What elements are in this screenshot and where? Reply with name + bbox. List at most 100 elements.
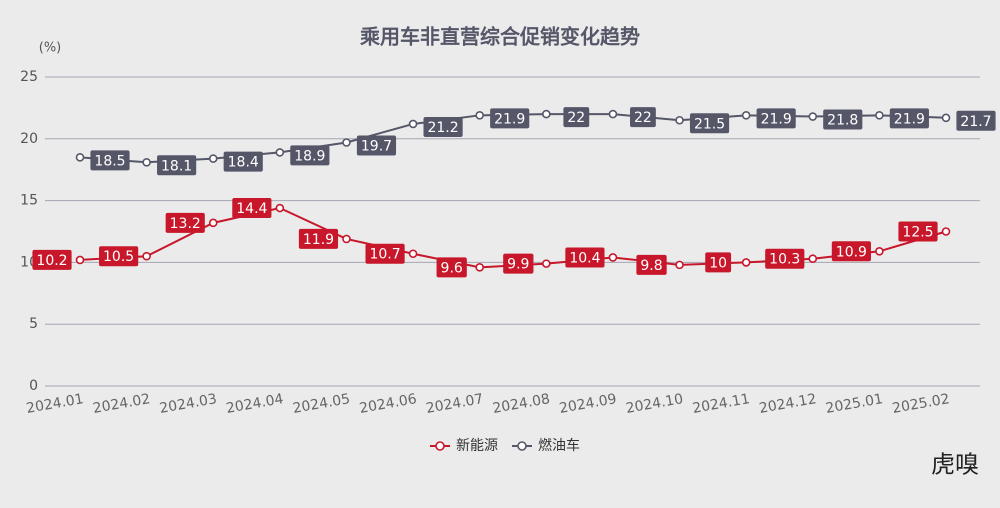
point bbox=[608, 109, 618, 119]
value-label: 21.9 bbox=[756, 108, 796, 129]
point bbox=[408, 249, 418, 259]
value-label: 21.9 bbox=[490, 108, 530, 129]
point bbox=[741, 111, 751, 120]
value-label-text: 21.9 bbox=[894, 111, 925, 127]
value-label-text: 18.9 bbox=[294, 148, 325, 164]
y-tick-label: 25 bbox=[20, 69, 38, 85]
watermark: 虎嗅 bbox=[931, 451, 979, 479]
value-label-text: 10.2 bbox=[36, 253, 67, 269]
value-label: 22 bbox=[630, 107, 656, 128]
value-label-text: 12.5 bbox=[902, 225, 933, 241]
y-tick-label: 20 bbox=[20, 131, 38, 147]
value-label-box bbox=[290, 145, 330, 166]
point bbox=[875, 246, 884, 256]
value-label-box bbox=[436, 257, 467, 278]
point bbox=[941, 113, 951, 123]
value-label-box bbox=[636, 254, 667, 275]
value-label-text: 11.9 bbox=[303, 232, 334, 248]
value-label: 21.5 bbox=[689, 113, 730, 134]
value-label: 14.4 bbox=[232, 198, 272, 219]
legend-marker bbox=[435, 441, 445, 451]
value-label: 10 bbox=[705, 252, 732, 273]
value-label-text: 13.2 bbox=[170, 216, 201, 232]
value-label-text: 21.9 bbox=[494, 111, 525, 127]
value-label-box bbox=[765, 248, 805, 269]
value-label-box bbox=[165, 212, 205, 233]
value-label-box bbox=[823, 109, 863, 130]
value-label-box bbox=[689, 113, 730, 134]
point bbox=[275, 148, 285, 157]
value-label: 10.2 bbox=[32, 249, 72, 270]
value-label-text: 21.7 bbox=[960, 114, 991, 130]
value-label: 10.3 bbox=[765, 248, 805, 269]
value-label: 9.8 bbox=[636, 254, 667, 275]
legend-label: 燃油车 bbox=[538, 437, 580, 454]
value-label-box bbox=[223, 151, 263, 172]
y-unit: (%) bbox=[39, 41, 62, 56]
point bbox=[75, 255, 85, 265]
value-label-box bbox=[630, 107, 656, 128]
value-label: 11.9 bbox=[298, 228, 339, 249]
value-label-box bbox=[32, 249, 72, 270]
value-label-box bbox=[898, 221, 938, 242]
point bbox=[342, 234, 351, 244]
point bbox=[208, 218, 218, 228]
value-label: 10.9 bbox=[831, 241, 871, 262]
point bbox=[808, 112, 818, 121]
point bbox=[275, 203, 285, 213]
value-label-box bbox=[565, 247, 605, 268]
value-label-box bbox=[705, 252, 732, 273]
value-label: 18.5 bbox=[90, 150, 130, 171]
value-label-box bbox=[423, 116, 463, 137]
value-label-text: 19.7 bbox=[361, 139, 392, 155]
value-label-box bbox=[490, 108, 530, 129]
value-label-box bbox=[956, 110, 996, 131]
value-label-box bbox=[563, 107, 590, 128]
value-label-text: 14.4 bbox=[236, 201, 267, 217]
value-label-text: 10.3 bbox=[769, 252, 800, 268]
value-label-text: 18.1 bbox=[161, 158, 192, 174]
point bbox=[675, 260, 684, 270]
point bbox=[475, 263, 484, 272]
value-label: 10.4 bbox=[565, 247, 605, 268]
value-label-text: 10.9 bbox=[836, 244, 867, 260]
point bbox=[875, 111, 884, 120]
value-label: 12.5 bbox=[898, 221, 938, 242]
point bbox=[542, 109, 551, 119]
value-label-box bbox=[298, 228, 339, 249]
value-label-text: 9.6 bbox=[441, 260, 463, 276]
value-label-text: 22 bbox=[567, 110, 585, 126]
value-label: 9.9 bbox=[503, 253, 534, 274]
value-label: 10.5 bbox=[99, 246, 139, 267]
point bbox=[342, 138, 351, 147]
value-label-text: 10.7 bbox=[369, 247, 400, 263]
value-label: 10.7 bbox=[365, 243, 405, 264]
value-label: 9.6 bbox=[436, 257, 467, 278]
value-label-text: 9.8 bbox=[640, 258, 662, 274]
point bbox=[208, 154, 218, 163]
value-label: 21.7 bbox=[956, 110, 996, 131]
value-label: 19.7 bbox=[356, 135, 397, 156]
value-label-text: 10 bbox=[709, 255, 727, 271]
value-label-text: 21.5 bbox=[694, 116, 725, 132]
value-label-text: 10.4 bbox=[569, 250, 600, 266]
value-label: 21.2 bbox=[423, 116, 463, 137]
point bbox=[142, 251, 151, 261]
point bbox=[741, 258, 751, 267]
y-tick-label: 0 bbox=[29, 378, 38, 394]
value-label-box bbox=[365, 243, 405, 264]
point bbox=[542, 259, 551, 268]
value-label: 21.9 bbox=[889, 108, 929, 129]
value-label-text: 21.8 bbox=[827, 113, 858, 129]
point bbox=[475, 111, 484, 120]
value-label-text: 9.9 bbox=[507, 257, 529, 273]
point bbox=[675, 115, 684, 125]
value-label-text: 10.5 bbox=[103, 249, 134, 265]
value-label-text: 18.5 bbox=[94, 153, 125, 169]
y-tick-label: 5 bbox=[29, 316, 38, 332]
value-label: 18.4 bbox=[223, 151, 263, 172]
point bbox=[75, 153, 85, 162]
value-label-box bbox=[356, 135, 397, 156]
value-label: 21.8 bbox=[823, 109, 863, 130]
